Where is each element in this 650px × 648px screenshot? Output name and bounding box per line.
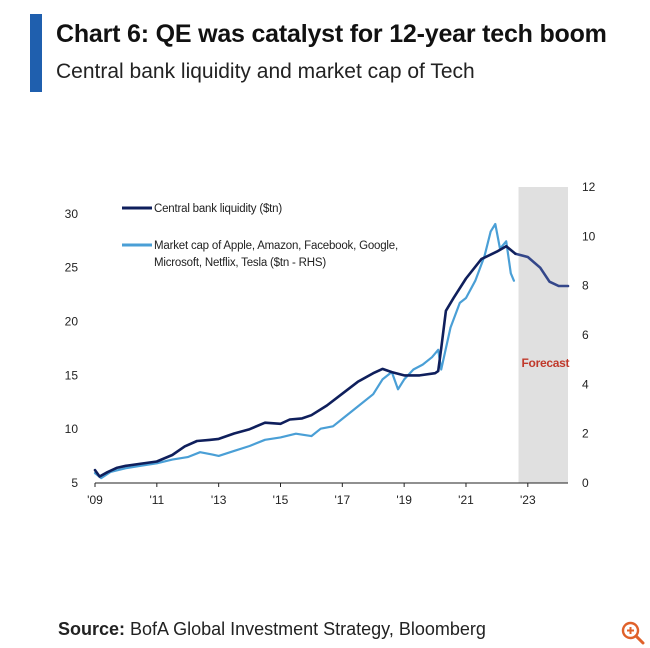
series-line-2 <box>93 222 515 480</box>
y-left-tick-label: 20 <box>65 315 79 329</box>
legend-label-marketcap: Market cap of Apple, Amazon, Facebook, G… <box>154 240 398 269</box>
y-right-tick-label: 6 <box>582 328 589 342</box>
x-tick-label: '19 <box>396 493 412 507</box>
x-tick-label: '21 <box>458 493 474 507</box>
y-left-tick-label: 30 <box>65 207 79 221</box>
y-right-tick-label: 8 <box>582 279 589 293</box>
legend-label-liquidity: Central bank liquidity ($tn) <box>154 203 282 215</box>
chart-subtitle: Central bank liquidity and market cap of… <box>56 60 475 83</box>
source-label: Source: <box>58 619 126 639</box>
chart-title: Chart 6: QE was catalyst for 12-year tec… <box>56 20 607 48</box>
y-left-tick-label: 10 <box>65 422 79 436</box>
x-tick-label: '15 <box>273 493 289 507</box>
accent-bar <box>30 14 42 92</box>
series-line-0 <box>93 244 517 478</box>
y-left-tick-label: 15 <box>65 368 79 382</box>
x-tick-label: '13 <box>211 493 227 507</box>
y-left-tick-label: 5 <box>71 476 78 490</box>
forecast-region <box>518 187 568 483</box>
series-line-1 <box>514 252 570 288</box>
y-right-tick-label: 2 <box>582 427 589 441</box>
y-left-tick-label: 25 <box>65 261 79 275</box>
source-text: BofA Global Investment Strategy, Bloombe… <box>125 619 486 639</box>
chart-area: Forecast '09'11'13'15'17'19'21'235101520… <box>65 180 596 507</box>
y-right-tick-label: 4 <box>582 377 589 391</box>
y-right-tick-label: 10 <box>582 229 596 243</box>
y-right-tick-label: 0 <box>582 476 589 490</box>
source-note: Source: BofA Global Investment Strategy,… <box>58 619 486 640</box>
x-tick-label: '23 <box>520 493 536 507</box>
forecast-label: Forecast <box>522 356 570 370</box>
x-tick-label: '09 <box>87 493 103 507</box>
x-tick-label: '17 <box>334 493 350 507</box>
zoom-in-icon[interactable] <box>620 620 646 646</box>
y-right-tick-label: 12 <box>582 180 596 194</box>
x-tick-label: '11 <box>149 493 164 507</box>
